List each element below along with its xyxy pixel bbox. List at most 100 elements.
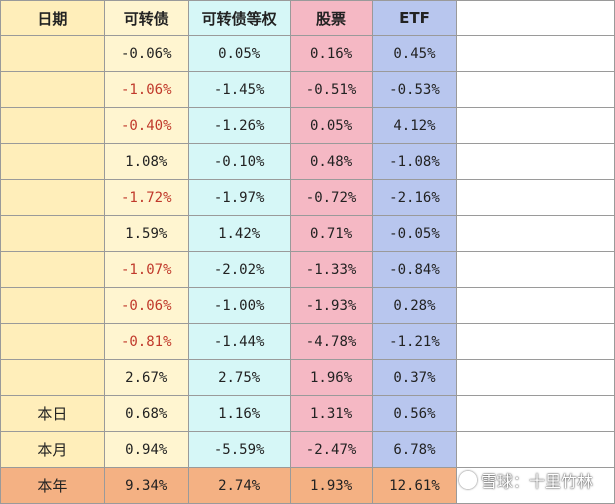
etf-cell: -1.21% xyxy=(371,323,458,360)
cb-cell: -0.06% xyxy=(103,287,189,324)
blank-cell xyxy=(456,467,615,504)
blank-cell xyxy=(456,323,615,360)
table-row: -1.06% -1.45% -0.51% -0.53% xyxy=(0,71,615,108)
date-cell: 本月 xyxy=(0,431,105,468)
stock-cell: 0.05% xyxy=(289,107,373,144)
watermark-text: 雪球：十里竹林 xyxy=(480,472,593,491)
cb-cell: 9.34% xyxy=(103,467,189,504)
header-blank xyxy=(456,0,615,36)
date-cell xyxy=(0,179,105,216)
cb-cell: -1.72% xyxy=(103,179,189,216)
cb-equal-cell: -1.45% xyxy=(187,71,291,108)
stock-cell: 1.93% xyxy=(289,467,373,504)
etf-cell: -1.08% xyxy=(371,143,458,180)
date-cell xyxy=(0,287,105,324)
etf-cell: 0.28% xyxy=(371,287,458,324)
cb-equal-cell: -1.44% xyxy=(187,323,291,360)
cb-cell: 1.59% xyxy=(103,215,189,252)
table-row: -0.06% -1.00% -1.93% 0.28% xyxy=(0,287,615,324)
stock-cell: -1.93% xyxy=(289,287,373,324)
table-row: 1.08% -0.10% 0.48% -1.08% xyxy=(0,143,615,180)
cb-equal-cell: 0.05% xyxy=(187,35,291,72)
stock-cell: 0.48% xyxy=(289,143,373,180)
etf-cell: -0.05% xyxy=(371,215,458,252)
stock-cell: 0.71% xyxy=(289,215,373,252)
stock-cell: -0.72% xyxy=(289,179,373,216)
blank-cell xyxy=(456,143,615,180)
etf-cell: -0.84% xyxy=(371,251,458,288)
blank-cell xyxy=(456,35,615,72)
date-cell xyxy=(0,35,105,72)
etf-cell: 6.78% xyxy=(371,431,458,468)
table-row: -0.81% -1.44% -4.78% -1.21% xyxy=(0,323,615,360)
cb-equal-cell: 1.16% xyxy=(187,395,291,432)
stock-cell: -1.33% xyxy=(289,251,373,288)
etf-cell: 0.56% xyxy=(371,395,458,432)
cb-equal-cell: -5.59% xyxy=(187,431,291,468)
date-cell xyxy=(0,143,105,180)
etf-cell: -2.16% xyxy=(371,179,458,216)
blank-cell xyxy=(456,107,615,144)
etf-cell: 0.37% xyxy=(371,359,458,396)
cb-equal-cell: -1.00% xyxy=(187,287,291,324)
cb-cell: 2.67% xyxy=(103,359,189,396)
snowball-logo-icon xyxy=(458,471,477,489)
etf-cell: -0.53% xyxy=(371,71,458,108)
stock-cell: -2.47% xyxy=(289,431,373,468)
cb-cell: -0.81% xyxy=(103,323,189,360)
cb-equal-cell: -1.26% xyxy=(187,107,291,144)
cb-cell: 1.08% xyxy=(103,143,189,180)
table-row: 2.67% 2.75% 1.96% 0.37% xyxy=(0,359,615,396)
cb-equal-cell: -0.10% xyxy=(187,143,291,180)
date-cell: 本年 xyxy=(0,467,105,504)
date-cell xyxy=(0,71,105,108)
table-row: -0.06% 0.05% 0.16% 0.45% xyxy=(0,35,615,72)
blank-cell xyxy=(456,179,615,216)
header-cb-equal: 可转债等权 xyxy=(187,0,291,36)
date-cell xyxy=(0,215,105,252)
etf-cell: 0.45% xyxy=(371,35,458,72)
cb-cell: 0.94% xyxy=(103,431,189,468)
cb-cell: -0.06% xyxy=(103,35,189,72)
table-row: 本日 0.68% 1.16% 1.31% 0.56% xyxy=(0,395,615,432)
stock-cell: 1.96% xyxy=(289,359,373,396)
header-row: 日期 可转债 可转债等权 股票 ETF xyxy=(0,0,615,36)
etf-cell: 4.12% xyxy=(371,107,458,144)
watermark: 雪球：十里竹林 xyxy=(458,468,593,492)
blank-cell xyxy=(456,359,615,396)
blank-cell xyxy=(456,395,615,432)
stock-cell: 1.31% xyxy=(289,395,373,432)
table-row: 本年 9.34% 2.74% 1.93% 12.61% xyxy=(0,467,615,504)
blank-cell xyxy=(456,287,615,324)
stock-cell: -0.51% xyxy=(289,71,373,108)
header-date: 日期 xyxy=(0,0,105,36)
table-row: -1.72% -1.97% -0.72% -2.16% xyxy=(0,179,615,216)
cb-equal-cell: 1.42% xyxy=(187,215,291,252)
table-row: 1.59% 1.42% 0.71% -0.05% xyxy=(0,215,615,252)
header-cb: 可转债 xyxy=(103,0,189,36)
date-cell xyxy=(0,107,105,144)
cb-equal-cell: 2.75% xyxy=(187,359,291,396)
table-row: -0.40% -1.26% 0.05% 4.12% xyxy=(0,107,615,144)
cb-cell: -1.07% xyxy=(103,251,189,288)
cb-equal-cell: -1.97% xyxy=(187,179,291,216)
table-row: 本月 0.94% -5.59% -2.47% 6.78% xyxy=(0,431,615,468)
date-cell xyxy=(0,323,105,360)
cb-equal-cell: 2.74% xyxy=(187,467,291,504)
stock-cell: 0.16% xyxy=(289,35,373,72)
header-stock: 股票 xyxy=(289,0,373,36)
date-cell: 本日 xyxy=(0,395,105,432)
date-cell xyxy=(0,359,105,396)
cb-cell: -1.06% xyxy=(103,71,189,108)
cb-equal-cell: -2.02% xyxy=(187,251,291,288)
cb-cell: 0.68% xyxy=(103,395,189,432)
blank-cell xyxy=(456,251,615,288)
blank-cell xyxy=(456,215,615,252)
table-row: -1.07% -2.02% -1.33% -0.84% xyxy=(0,251,615,288)
blank-cell xyxy=(456,71,615,108)
date-cell xyxy=(0,251,105,288)
cb-cell: -0.40% xyxy=(103,107,189,144)
header-etf: ETF xyxy=(371,0,458,36)
blank-cell xyxy=(456,431,615,468)
